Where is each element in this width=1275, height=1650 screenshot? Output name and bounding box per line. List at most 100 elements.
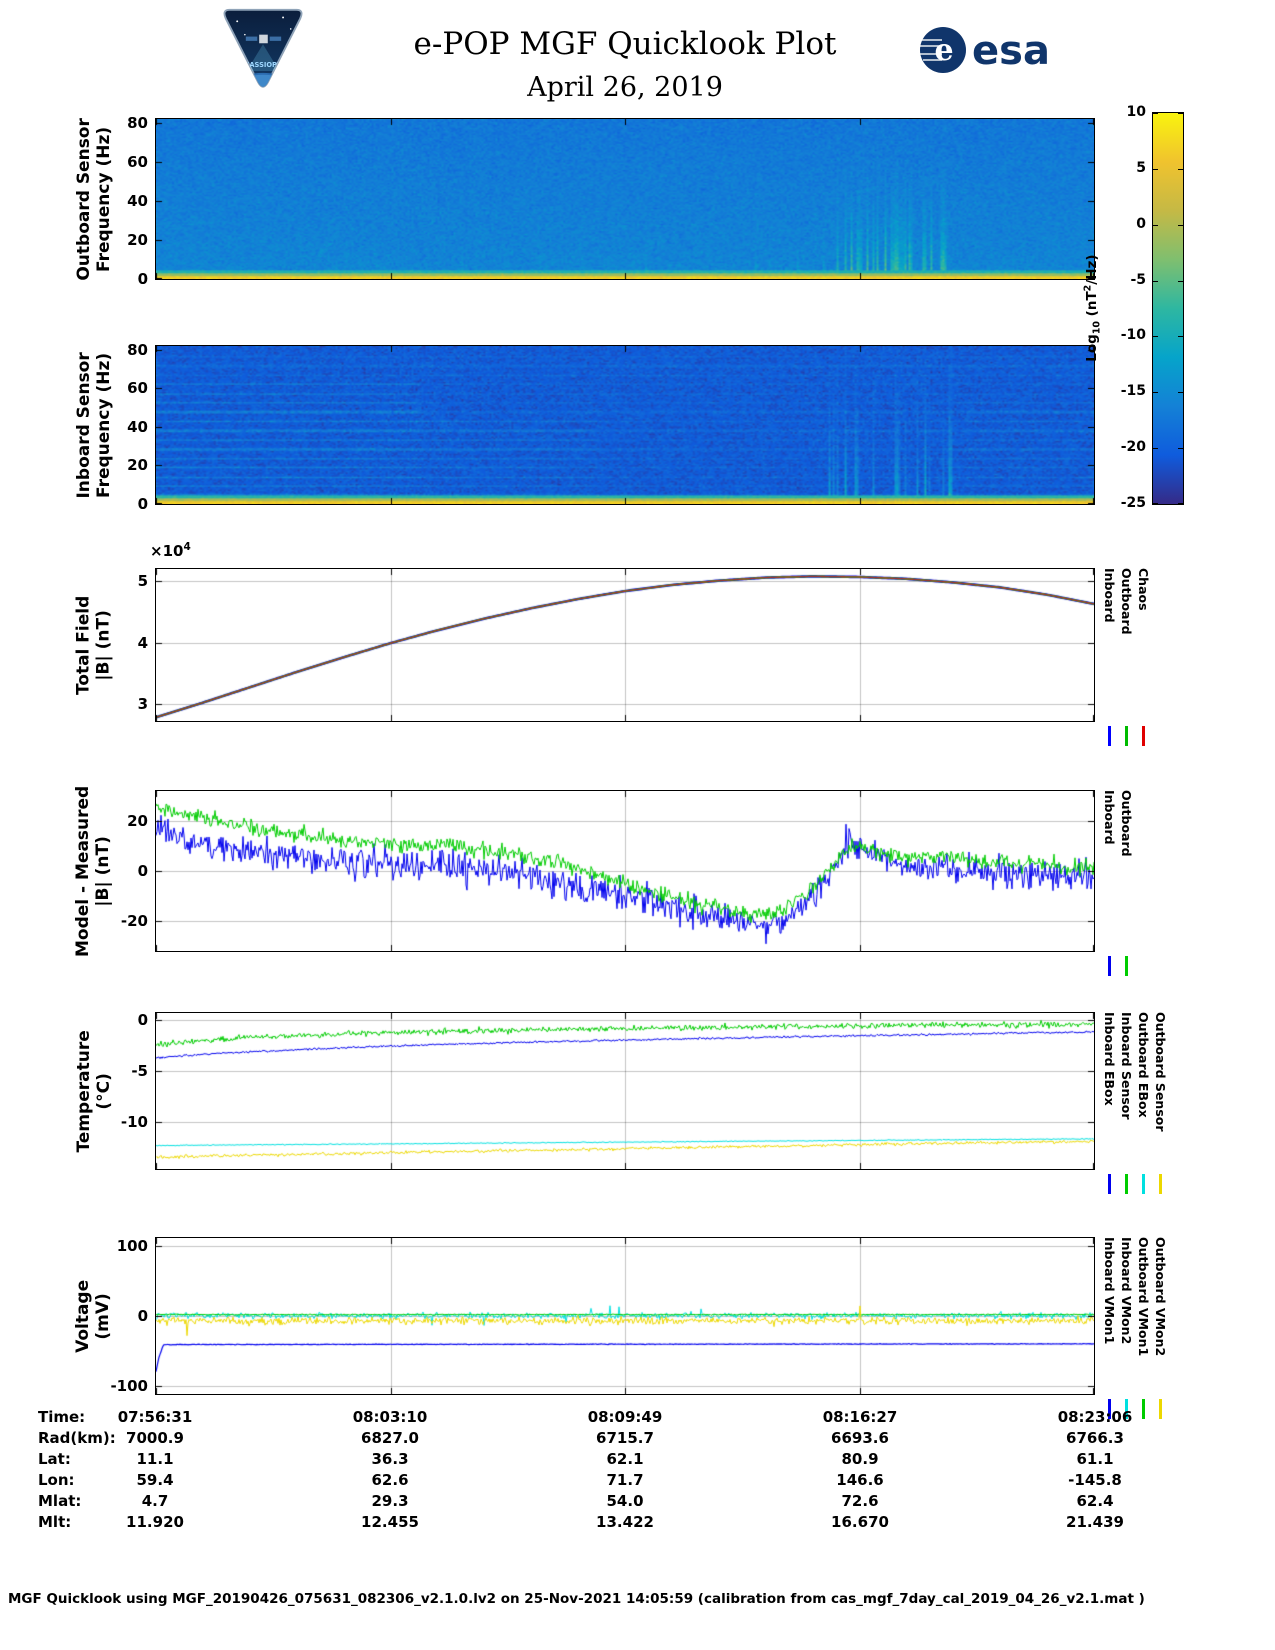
voltage-canvas: [156, 1238, 1094, 1394]
legend-label: Inboard: [1102, 790, 1117, 845]
model-measured-ylabel: Model - Measured |B| (nT): [73, 785, 114, 957]
y-tick-label: 0: [137, 1307, 148, 1325]
total-field-exponent: ×104: [150, 541, 191, 560]
y-tick-label: 40: [127, 191, 148, 210]
y-tick-label: 20: [127, 812, 148, 830]
inboard-spectrogram-ylabel: Inboard Sensor Frequency (Hz): [73, 351, 114, 499]
temperature-ylabel: Temperature (°C): [73, 1029, 114, 1153]
legend-line-sample: [1159, 1399, 1162, 1419]
table-cell: 4.7: [141, 1492, 169, 1510]
colorbar-tick-labels: 10 5 0 -5 -10 -15 -20 -25: [1100, 104, 1146, 511]
legend-entry: Outboard: [1119, 790, 1134, 976]
table-cell: 54.0: [606, 1492, 644, 1510]
legend-label: Outboard Sensor: [1153, 1012, 1168, 1132]
beam-shape: [246, 44, 280, 71]
colorbar-gradient: [1153, 113, 1183, 504]
legend-entry: Outboard EBox: [1136, 1012, 1151, 1194]
legend-line-sample: [1125, 726, 1128, 746]
total-field-ylabel: Total Field |B| (nT): [73, 595, 115, 695]
legend-line-sample: [1108, 956, 1111, 976]
y-tick-label: 20: [127, 456, 148, 475]
inboard-spectrogram-canvas: [156, 346, 1094, 504]
table-cell: 21.439: [1066, 1513, 1124, 1531]
legend-entry: Outboard VMon1: [1136, 1237, 1151, 1419]
legend-label: Outboard VMon2: [1153, 1237, 1168, 1357]
y-tick-label: 100: [116, 1237, 148, 1256]
table-cell: 07:56:31: [117, 1408, 193, 1426]
colorbar-tick-label: 10: [1126, 104, 1146, 120]
table-row-label: Rad(km):: [38, 1429, 116, 1447]
y-tick-label: 60: [127, 379, 148, 398]
y-tick-label: 80: [127, 113, 148, 132]
y-tick-label: 0: [137, 495, 148, 513]
colorbar-tickmark: [1153, 281, 1158, 282]
table-cell: 80.9: [841, 1450, 879, 1468]
table-cell: 71.7: [606, 1471, 644, 1489]
voltage-panel: -100 0 100: [110, 1237, 1095, 1395]
legend-entry: Inboard Sensor: [1119, 1012, 1134, 1194]
y-tick-label: 0: [137, 270, 148, 288]
colorbar-tickmark: [1178, 225, 1183, 226]
legend-label: Chaos: [1136, 568, 1151, 611]
legend-label: Inboard VMon2: [1119, 1237, 1134, 1345]
legend-label: Outboard: [1119, 790, 1134, 857]
colorbar-tick-label: -15: [1120, 383, 1146, 400]
cassiope-logo-text: CASSIOPE: [245, 61, 282, 69]
temperature-legend: Inboard EBox Inboard Sensor Outboard EBox O…: [1102, 1012, 1168, 1194]
model-measured-panel: -20 0 20: [121, 790, 1095, 952]
y-tick-label: 4: [137, 633, 148, 652]
colorbar-tickmark: [1153, 225, 1158, 226]
total-field-canvas: [156, 569, 1094, 721]
table-cell: 08:09:49: [587, 1408, 663, 1426]
esa-emblem-circle: [920, 27, 966, 73]
temperature-canvas: [156, 1013, 1094, 1169]
colorbar-tickmark: [1178, 448, 1183, 449]
legend-line-sample: [1125, 1174, 1128, 1194]
legend-line-sample: [1108, 1174, 1111, 1194]
legend-line-sample: [1125, 956, 1128, 976]
colorbar-tickmark: [1153, 503, 1158, 504]
table-cell: 08:03:10: [352, 1408, 428, 1426]
y-tick-label: 60: [127, 152, 148, 171]
y-tick-label: 3: [137, 694, 148, 713]
legend-line-sample: [1159, 1174, 1162, 1194]
ephemeris-table: Time: 07:56:31 08:03:10 08:09:49 08:16:27 08:…: [0, 1408, 1275, 1543]
total-field-panel: 3 4 5: [138, 568, 1095, 722]
temperature-panel: -10 -5 0: [121, 1011, 1095, 1170]
table-cell: 62.6: [371, 1471, 409, 1489]
y-tick-label: 40: [127, 417, 148, 436]
colorbar-tick-label: 5: [1136, 159, 1146, 176]
cassiope-mission-logo: CASSIOPE: [223, 8, 303, 88]
table-cell: 08:23:06: [1057, 1408, 1133, 1426]
outboard-spectrogram-panel: 0 20 40 60 80: [127, 114, 1095, 288]
outboard-spectrogram-ylabel: Outboard Sensor Frequency (Hz): [73, 117, 114, 281]
figure-date: April 26, 2019: [527, 72, 723, 103]
colorbar-tickmark: [1178, 169, 1183, 170]
esa-logo-text: esa: [972, 28, 1048, 74]
table-cell: 59.4: [136, 1471, 174, 1489]
table-cell: 6766.3: [1066, 1429, 1124, 1447]
legend-entry: Outboard Sensor: [1153, 1012, 1168, 1194]
legend-label: Inboard Sensor: [1119, 1012, 1134, 1120]
table-cell: 11.920: [126, 1513, 184, 1531]
legend-line-sample: [1125, 1399, 1128, 1419]
table-cell: 62.1: [606, 1450, 644, 1468]
table-cell: 6693.6: [831, 1429, 889, 1447]
colorbar-tickmark: [1178, 392, 1183, 393]
processing-footnote: MGF Quicklook using MGF_20190426_075631_…: [8, 1591, 1145, 1607]
legend-entry: Outboard: [1119, 568, 1134, 746]
table-row-label: Time:: [38, 1408, 86, 1426]
y-tick-label: -20: [120, 912, 148, 930]
legend-label: Outboard VMon1: [1136, 1237, 1151, 1357]
table-cell: -145.8: [1068, 1471, 1122, 1489]
y-tick-label: -5: [131, 1062, 148, 1081]
colorbar-tick-label: 0: [1136, 215, 1146, 232]
colorbar-tickmark: [1153, 392, 1158, 393]
table-row-label: Mlat:: [38, 1492, 82, 1510]
table-cell: 6827.0: [361, 1429, 419, 1447]
table-cell: 29.3: [371, 1492, 409, 1510]
y-tick-label: 5: [137, 572, 148, 591]
legend-entry: Inboard: [1102, 790, 1117, 976]
y-tick-label: 80: [127, 340, 148, 359]
